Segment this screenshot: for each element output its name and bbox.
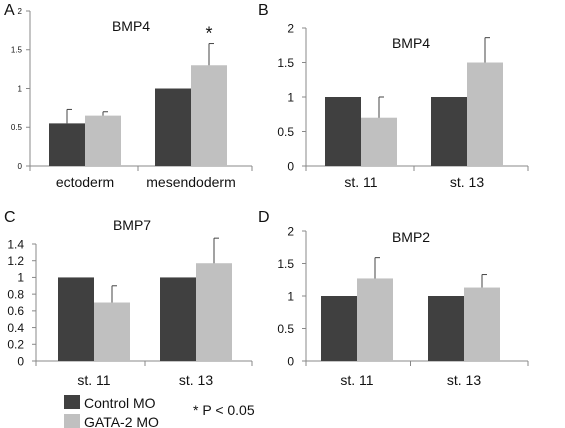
chart-title: BMP2 xyxy=(392,229,430,245)
x-category-label: ectoderm xyxy=(56,174,114,190)
y-tick-label: 1 xyxy=(17,271,24,285)
y-tick-label: 0.2 xyxy=(7,338,24,352)
y-tick-label: 1.2 xyxy=(7,254,24,268)
y-tick-label: 2 xyxy=(287,21,294,35)
panel-c: C BMP7 0 0.2 0.4 0.6 0.8 1 1.2 1.4 st. 11 st. 13 xyxy=(4,209,253,388)
y-tick-label: 0 xyxy=(18,162,23,171)
y-tick-label: 1.5 xyxy=(277,56,294,70)
panel-letter: A xyxy=(4,2,15,19)
y-tick-label: 0.6 xyxy=(7,304,24,318)
bar-gata2 xyxy=(361,117,397,166)
x-category-label: st. 13 xyxy=(179,372,213,388)
bar-control xyxy=(160,277,196,361)
legend: Control MO GATA-2 MO * P < 0.05 xyxy=(64,395,255,428)
significance-marker: * xyxy=(205,24,212,44)
panel-letter: C xyxy=(4,209,16,226)
bar-control xyxy=(321,296,357,361)
y-tick-label: 1.4 xyxy=(7,237,24,251)
panel-d: D BMP2 0 0.5 1 1.5 2 st. 11 st. 13 xyxy=(258,209,529,388)
x-category-label: mesendoderm xyxy=(146,174,236,190)
y-tick-label: 1 xyxy=(18,84,23,93)
significance-footnote: * P < 0.05 xyxy=(193,402,255,418)
y-tick-label: 0.4 xyxy=(7,321,24,335)
chart-title: BMP7 xyxy=(113,217,151,233)
x-category-label: st. 11 xyxy=(340,372,373,388)
x-category-label: st. 11 xyxy=(344,174,377,190)
legend-label-gata2: GATA-2 MO xyxy=(84,414,159,428)
y-tick-label: 0 xyxy=(287,354,294,368)
panel-letter: B xyxy=(258,2,269,19)
bar-control xyxy=(58,277,94,361)
panel-b: B BMP4 0 0.5 1 1.5 2 st. 11 st. 13 xyxy=(258,2,529,190)
bar-gata2 xyxy=(85,115,121,166)
y-tick-label: 1 xyxy=(287,90,294,104)
y-tick-label: 0 xyxy=(287,159,294,173)
y-tick-label: 2 xyxy=(18,7,23,16)
panel-letter: D xyxy=(258,209,270,226)
y-tick-label: 0 xyxy=(17,354,24,368)
bar-control xyxy=(325,97,361,166)
bar-gata2 xyxy=(191,65,227,166)
bar-gata2 xyxy=(467,62,503,166)
x-category-label: st. 13 xyxy=(447,372,481,388)
y-tick-label: 0.5 xyxy=(277,125,294,139)
x-category-label: st. 11 xyxy=(77,372,110,388)
legend-label-control: Control MO xyxy=(84,395,156,411)
y-tick-label: 0.8 xyxy=(7,287,24,301)
chart-title: BMP4 xyxy=(112,18,150,34)
bar-control xyxy=(428,296,464,361)
chart-title: BMP4 xyxy=(392,35,430,51)
y-tick-label: 1.5 xyxy=(11,46,23,55)
y-tick-label: 1.5 xyxy=(277,257,294,271)
bar-control xyxy=(431,97,467,166)
bar-gata2 xyxy=(94,302,130,361)
x-category-label: st. 13 xyxy=(450,174,484,190)
legend-swatch-control xyxy=(64,395,80,409)
legend-swatch-gata2 xyxy=(64,414,80,428)
y-tick-label: 1 xyxy=(287,289,294,303)
bar-gata2 xyxy=(196,263,232,361)
bar-gata2 xyxy=(357,278,393,361)
bar-gata2 xyxy=(464,287,500,361)
bar-control xyxy=(49,123,85,166)
y-tick-label: 0.5 xyxy=(11,123,23,132)
y-tick-label: 0.5 xyxy=(277,322,294,336)
panel-a: A BMP4 0 0.5 1 1.5 2 ectoderm mesendoderm * xyxy=(4,2,253,190)
bar-control xyxy=(155,88,191,166)
y-tick-label: 2 xyxy=(287,224,294,238)
